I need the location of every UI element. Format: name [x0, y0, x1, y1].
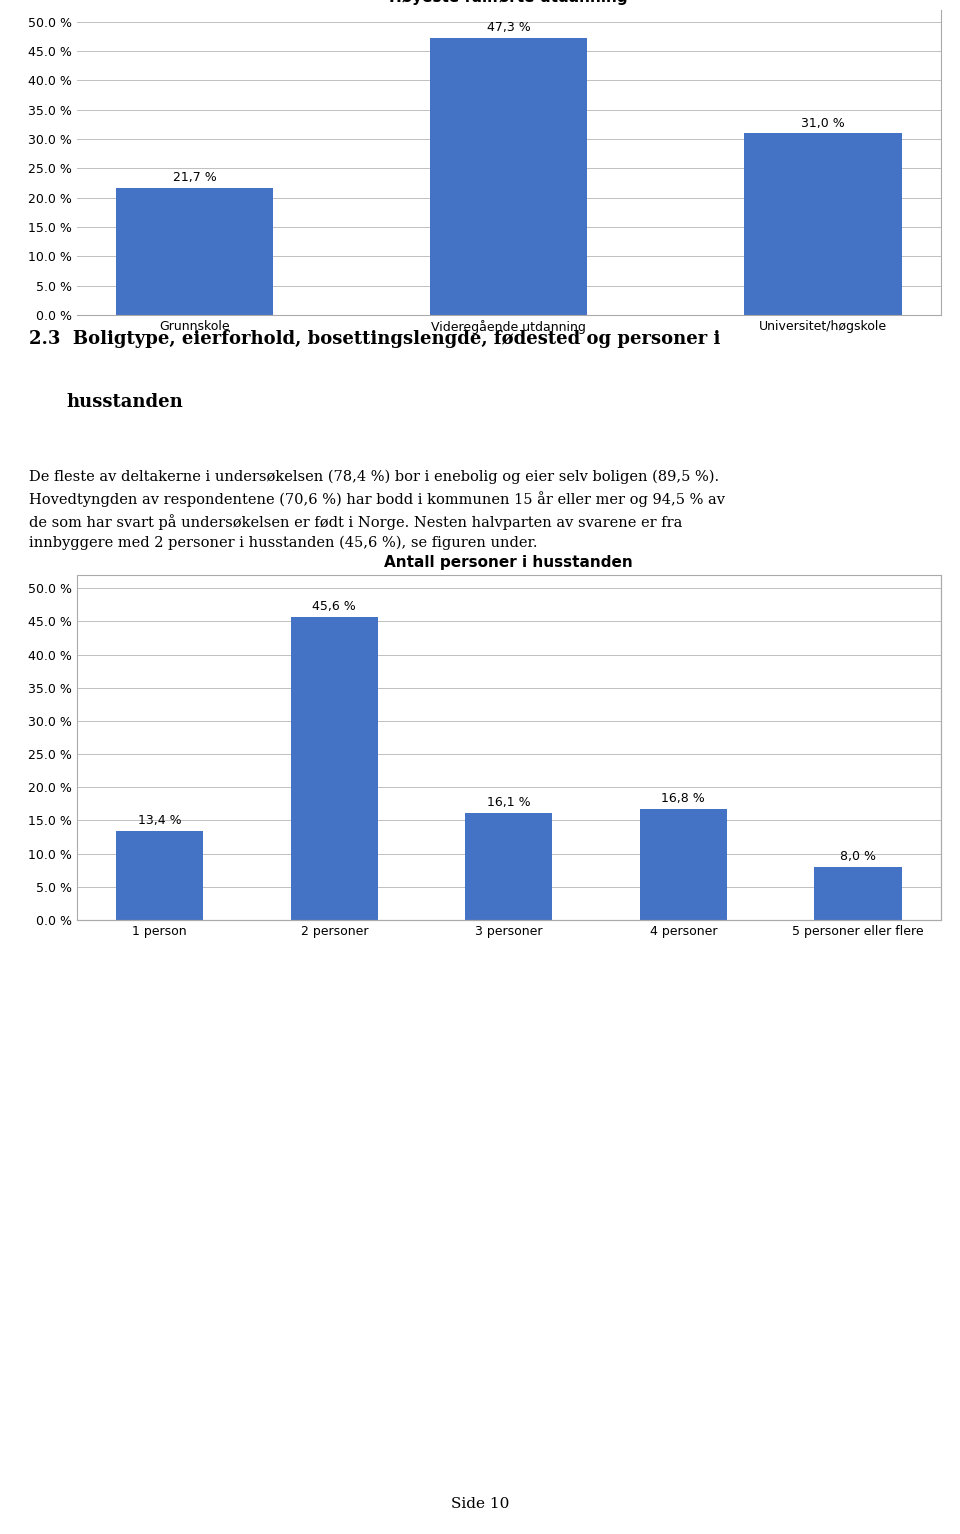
Text: 45,6 %: 45,6 % [312, 600, 356, 614]
Bar [116, 187, 274, 314]
Text: 21,7 %: 21,7 % [173, 172, 217, 184]
Text: De fleste av deltakerne i undersøkelsen (78,4 %) bor i enebolig og eier selv bol: De fleste av deltakerne i undersøkelsen … [29, 469, 725, 551]
Bar [116, 831, 204, 920]
Title: Høyeste fullførte utdanning: Høyeste fullførte utdanning [390, 0, 628, 5]
Bar [430, 37, 588, 314]
Text: husstanden: husstanden [66, 393, 182, 411]
Bar [744, 133, 901, 314]
Bar [639, 808, 727, 920]
Bar [466, 813, 552, 920]
Text: 31,0 %: 31,0 % [801, 117, 845, 130]
Text: 16,8 %: 16,8 % [661, 792, 706, 804]
Text: 2.3  Boligtype, eierforhold, bosettingslengde, fødested og personer i: 2.3 Boligtype, eierforhold, bosettingsle… [29, 330, 720, 348]
Title: Antall personer i husstanden: Antall personer i husstanden [384, 555, 634, 569]
Text: 16,1 %: 16,1 % [487, 796, 531, 810]
Text: Side 10: Side 10 [451, 1497, 509, 1511]
Bar [291, 618, 378, 920]
Text: 47,3 %: 47,3 % [487, 21, 531, 34]
Text: 8,0 %: 8,0 % [840, 850, 876, 864]
Text: 13,4 %: 13,4 % [138, 815, 181, 827]
Bar [814, 867, 901, 920]
